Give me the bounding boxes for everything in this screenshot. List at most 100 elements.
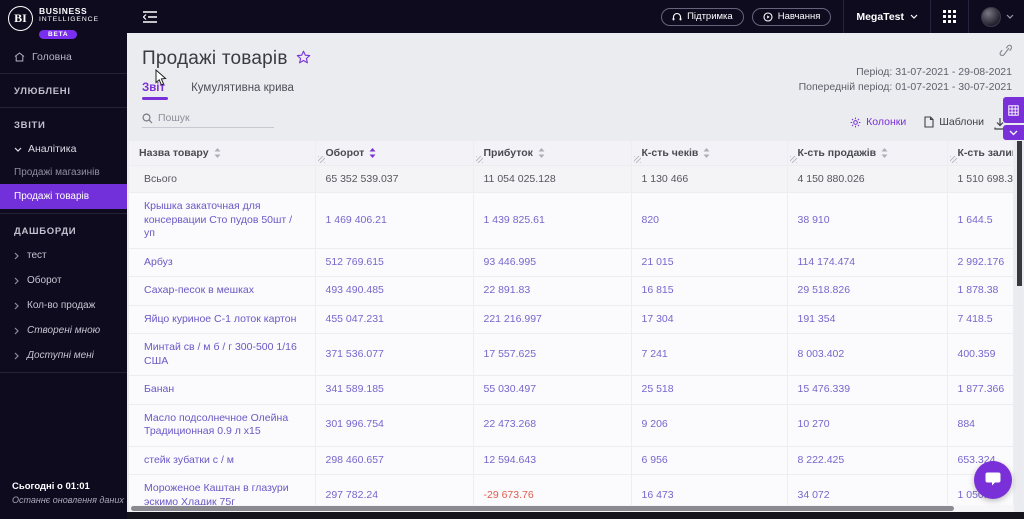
horizontal-scrollbar[interactable] (129, 505, 1014, 512)
main-content: Продажі товарів Період: 31-07-2021 - 29-… (127, 33, 1024, 519)
table-row[interactable]: Арбуз 512 769.615 93 446.995 21 015 114 … (129, 248, 1014, 277)
sidebar-item-product-sales[interactable]: Продажі товарів (0, 184, 127, 209)
cell-receipts: 9 206 (631, 404, 788, 447)
table-icon (1008, 104, 1019, 116)
sort-icon[interactable] (214, 148, 221, 158)
cell-stock: 7 418.5 (947, 305, 1014, 334)
sidebar-item-store-sales[interactable]: Продажі магазинів (14, 167, 100, 178)
home-icon (14, 52, 25, 62)
last-update-caption: Останнє оновлення даних (12, 495, 124, 505)
product-name-link[interactable]: стейк зубатки с / м (129, 446, 316, 475)
divider (843, 0, 845, 33)
view-switcher (1003, 97, 1024, 140)
collapse-panel-button[interactable] (1003, 125, 1024, 140)
apps-grid-icon[interactable] (943, 10, 956, 23)
product-name-link[interactable]: Арбуз (129, 248, 316, 277)
cell-turnover: 301 996.754 (315, 404, 474, 447)
favorite-star-icon[interactable] (296, 50, 311, 65)
column-header-sales[interactable]: К-сть продажів (787, 141, 948, 166)
column-header-turnover[interactable]: Оборот (315, 141, 474, 166)
sidebar-group-analytics[interactable]: Аналітика (0, 137, 127, 161)
product-name-link[interactable]: Мороженое Каштан в глазури эскимо Хладик… (129, 474, 316, 505)
products-table: Назва товару Оборот Прибуток К-сть чеків… (129, 141, 1014, 505)
divider (0, 73, 127, 74)
cell-sales: 38 910 (787, 192, 948, 249)
search-input[interactable] (158, 112, 268, 124)
dashboards-section-header: ДАШБОРДИ (14, 226, 77, 237)
tab-report[interactable]: Звіт (142, 82, 169, 100)
table-row[interactable]: Сахар-песок в мешках 493 490.485 22 891.… (129, 276, 1014, 306)
collapse-sidebar-icon[interactable] (143, 10, 157, 23)
data-update-status: Сьогодні о 01:01 Останнє оновлення даних (12, 481, 124, 505)
workspace-switcher[interactable]: MegaTest (856, 11, 918, 23)
tab-cumulative-curve[interactable]: Кумулятивна крива (191, 82, 294, 94)
scrollbar-thumb[interactable] (1017, 141, 1022, 286)
product-name-link[interactable]: Крышка закаточная для консервации Сто пу… (129, 192, 316, 249)
columns-button[interactable]: Колонки (850, 116, 906, 128)
beta-badge: BETA (39, 30, 78, 39)
sort-icon[interactable] (703, 148, 710, 158)
table-row[interactable]: Минтай св / м б / г 300-500 1/16 США 371… (129, 333, 1014, 376)
sidebar-item-available-to-me[interactable]: Доступні мені (0, 343, 127, 368)
cell-sales: 34 072 (787, 474, 948, 505)
table-row[interactable]: стейк зубатки с / м 298 460.657 12 594.6… (129, 446, 1014, 475)
table-row[interactable]: Крышка закаточная для консервации Сто пу… (129, 192, 1014, 249)
sidebar: BI BUSINESS INTELLIGENCE BETA Головна УЛ… (0, 0, 127, 519)
sort-icon[interactable] (538, 148, 545, 158)
share-link-icon[interactable] (999, 43, 1012, 56)
cell-stock: 400.359 (947, 333, 1014, 376)
sidebar-item-sales-count[interactable]: Кол-во продаж (0, 293, 127, 318)
cell-profit: 93 446.995 (473, 248, 632, 277)
cell-profit: 22 473.268 (473, 404, 632, 447)
table-row[interactable]: Банан 341 589.185 55 030.497 25 518 15 4… (129, 375, 1014, 405)
table-view-button[interactable] (1003, 97, 1024, 123)
column-header-profit[interactable]: Прибуток (473, 141, 632, 166)
avatar[interactable] (981, 6, 1001, 27)
sidebar-item-created-by-me[interactable]: Створені мною (0, 318, 127, 343)
column-header-receipts[interactable]: К-сть чеків (631, 141, 788, 166)
sort-icon[interactable] (369, 148, 376, 158)
product-name-link[interactable]: Минтай св / м б / г 300-500 1/16 США (129, 333, 316, 376)
product-name-link[interactable]: Сахар-песок в мешках (129, 276, 316, 306)
product-name-link[interactable]: Банан (129, 375, 316, 405)
sidebar-item-test[interactable]: тест (0, 243, 127, 268)
totals-label: Всього (129, 165, 316, 193)
cell-sales: 15 476.339 (787, 375, 948, 405)
column-header-name[interactable]: Назва товару (129, 141, 316, 166)
favorites-section-header: УЛЮБЛЕНІ (14, 86, 71, 97)
cell-stock: 884 (947, 404, 1014, 447)
gear-icon (850, 117, 861, 127)
search-icon (142, 112, 153, 123)
sidebar-item-turnover[interactable]: Оборот (0, 268, 127, 293)
user-menu[interactable] (981, 6, 1014, 27)
search-box[interactable] (142, 112, 274, 128)
vertical-scrollbar[interactable] (1017, 141, 1022, 505)
training-button[interactable]: Навчання (751, 7, 832, 26)
table-row[interactable]: Масло подсолнечное Олейна Традиционная 0… (129, 404, 1014, 447)
previous-period-label: Попередній період: 01-07-2021 - 30-07-20… (798, 81, 1012, 93)
cell-profit: 22 891.83 (473, 276, 632, 306)
sidebar-item-home[interactable]: Головна (0, 45, 127, 69)
chevron-right-icon (14, 352, 19, 359)
cell-turnover: 455 047.231 (315, 305, 474, 334)
product-name-link[interactable]: Яйцо куриное С-1 лоток картон (129, 305, 316, 334)
cell-turnover: 1 469 406.21 (315, 192, 474, 249)
product-name-link[interactable]: Масло подсолнечное Олейна Традиционная 0… (129, 404, 316, 447)
chevron-down-icon (14, 147, 22, 152)
table-row[interactable]: Яйцо куриное С-1 лоток картон 455 047.23… (129, 305, 1014, 334)
column-header-stock[interactable]: К-сть залишків н (947, 141, 1014, 166)
cell-receipts: 25 518 (631, 375, 788, 405)
chat-widget-button[interactable] (974, 461, 1012, 499)
chevron-right-icon (14, 302, 19, 309)
cell-turnover: 371 536.077 (315, 333, 474, 376)
sort-icon[interactable] (881, 148, 888, 158)
support-button[interactable]: Підтримка (661, 7, 744, 26)
scrollbar-thumb[interactable] (131, 506, 955, 511)
table-header-row: Назва товару Оборот Прибуток К-сть чеків… (129, 141, 1014, 166)
table-row[interactable]: Мороженое Каштан в глазури эскимо Хладик… (129, 474, 1014, 505)
page-title: Продажі товарів (142, 48, 288, 69)
cell-profit: 12 594.643 (473, 446, 632, 475)
templates-button[interactable]: Шаблони (924, 116, 984, 128)
cell-stock: 1 878.38 (947, 276, 1014, 306)
period-label: Період: 31-07-2021 - 29-08-2021 (856, 66, 1012, 78)
